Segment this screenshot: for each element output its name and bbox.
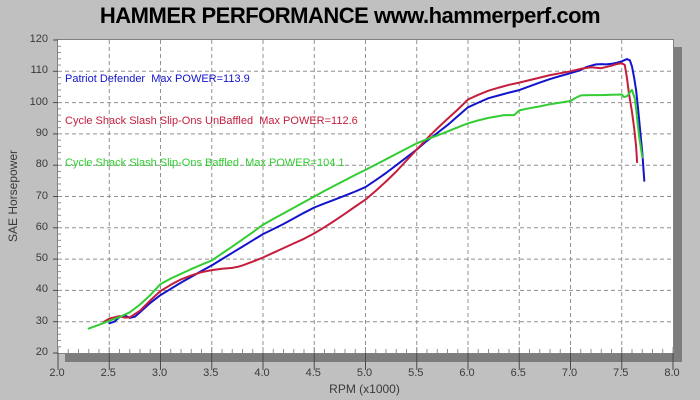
x-tick-label: 5.5 [408, 367, 424, 379]
x-tick-label: 3.5 [203, 367, 219, 379]
legend: Patriot Defender Max POWER=113.9 Cycle S… [65, 44, 358, 198]
plot-area: Patriot Defender Max POWER=113.9 Cycle S… [53, 39, 674, 370]
y-tick-label: 70 [35, 189, 48, 202]
y-tick-label: 120 [29, 33, 48, 45]
y-tick-label: 50 [35, 252, 48, 265]
x-tick-label: 2.0 [49, 367, 65, 379]
x-tick-label: 5.0 [356, 367, 373, 379]
series-line-cycle-shack-baffled [87, 88, 644, 330]
x-tick-label: 8.0 [664, 367, 680, 379]
y-tick-label: 100 [29, 95, 48, 108]
legend-item: Cycle Shack Slash Slip-Ons Baffled Max P… [65, 157, 345, 169]
plot-svg [53, 39, 674, 370]
y-tick-label: 80 [35, 158, 48, 171]
legend-item: Patriot Defender Max POWER=113.9 [65, 73, 250, 85]
x-tick-label: 6.0 [459, 367, 475, 379]
x-tick-label: 7.5 [613, 367, 629, 379]
x-axis-title: RPM (x1000) [329, 382, 400, 396]
x-tick-label: 3.0 [151, 367, 168, 379]
y-tick-label: 30 [35, 314, 48, 327]
y-tick-label: 90 [35, 126, 48, 139]
x-tick-label: 4.0 [254, 367, 270, 379]
legend-item: Cycle Shack Slash Slip-Ons UnBaffled Max… [65, 115, 358, 127]
x-tick-label: 6.5 [510, 367, 526, 379]
chart-title: HAMMER PERFORMANCE www.hammerperf.com [99, 3, 601, 28]
series-line-cycle-shack-unbaffled [103, 62, 639, 323]
x-tick-label: 2.5 [100, 367, 116, 379]
y-tick-label: 20 [35, 346, 48, 358]
y-tick-label: 60 [35, 220, 48, 233]
x-tick-label: 4.5 [305, 367, 321, 379]
y-tick-label: 40 [35, 283, 48, 296]
y-tick-label: 110 [30, 64, 48, 77]
x-tick-label: 7.0 [561, 367, 578, 379]
